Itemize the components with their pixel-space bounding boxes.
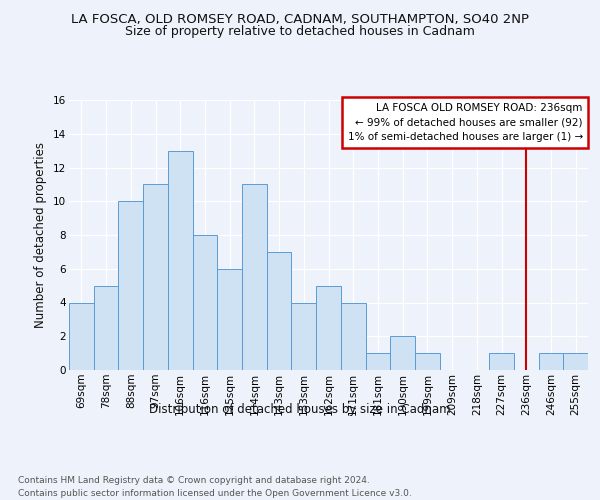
Bar — [316, 286, 341, 370]
Text: LA FOSCA OLD ROMSEY ROAD: 236sqm
← 99% of detached houses are smaller (92)
1% of: LA FOSCA OLD ROMSEY ROAD: 236sqm ← 99% o… — [347, 102, 583, 142]
Bar — [390, 336, 415, 370]
Bar — [341, 302, 365, 370]
Bar — [292, 302, 316, 370]
Bar — [365, 353, 390, 370]
Bar — [94, 286, 118, 370]
Y-axis label: Number of detached properties: Number of detached properties — [34, 142, 47, 328]
Bar — [69, 302, 94, 370]
Bar — [193, 235, 217, 370]
Bar — [489, 353, 514, 370]
Text: Size of property relative to detached houses in Cadnam: Size of property relative to detached ho… — [125, 25, 475, 38]
Bar — [563, 353, 588, 370]
Bar — [118, 201, 143, 370]
Bar — [217, 269, 242, 370]
Bar — [539, 353, 563, 370]
Bar — [168, 150, 193, 370]
Text: Distribution of detached houses by size in Cadnam: Distribution of detached houses by size … — [149, 402, 451, 415]
Bar — [267, 252, 292, 370]
Text: Contains HM Land Registry data © Crown copyright and database right 2024.
Contai: Contains HM Land Registry data © Crown c… — [18, 476, 412, 498]
Text: LA FOSCA, OLD ROMSEY ROAD, CADNAM, SOUTHAMPTON, SO40 2NP: LA FOSCA, OLD ROMSEY ROAD, CADNAM, SOUTH… — [71, 12, 529, 26]
Bar — [143, 184, 168, 370]
Bar — [415, 353, 440, 370]
Bar — [242, 184, 267, 370]
